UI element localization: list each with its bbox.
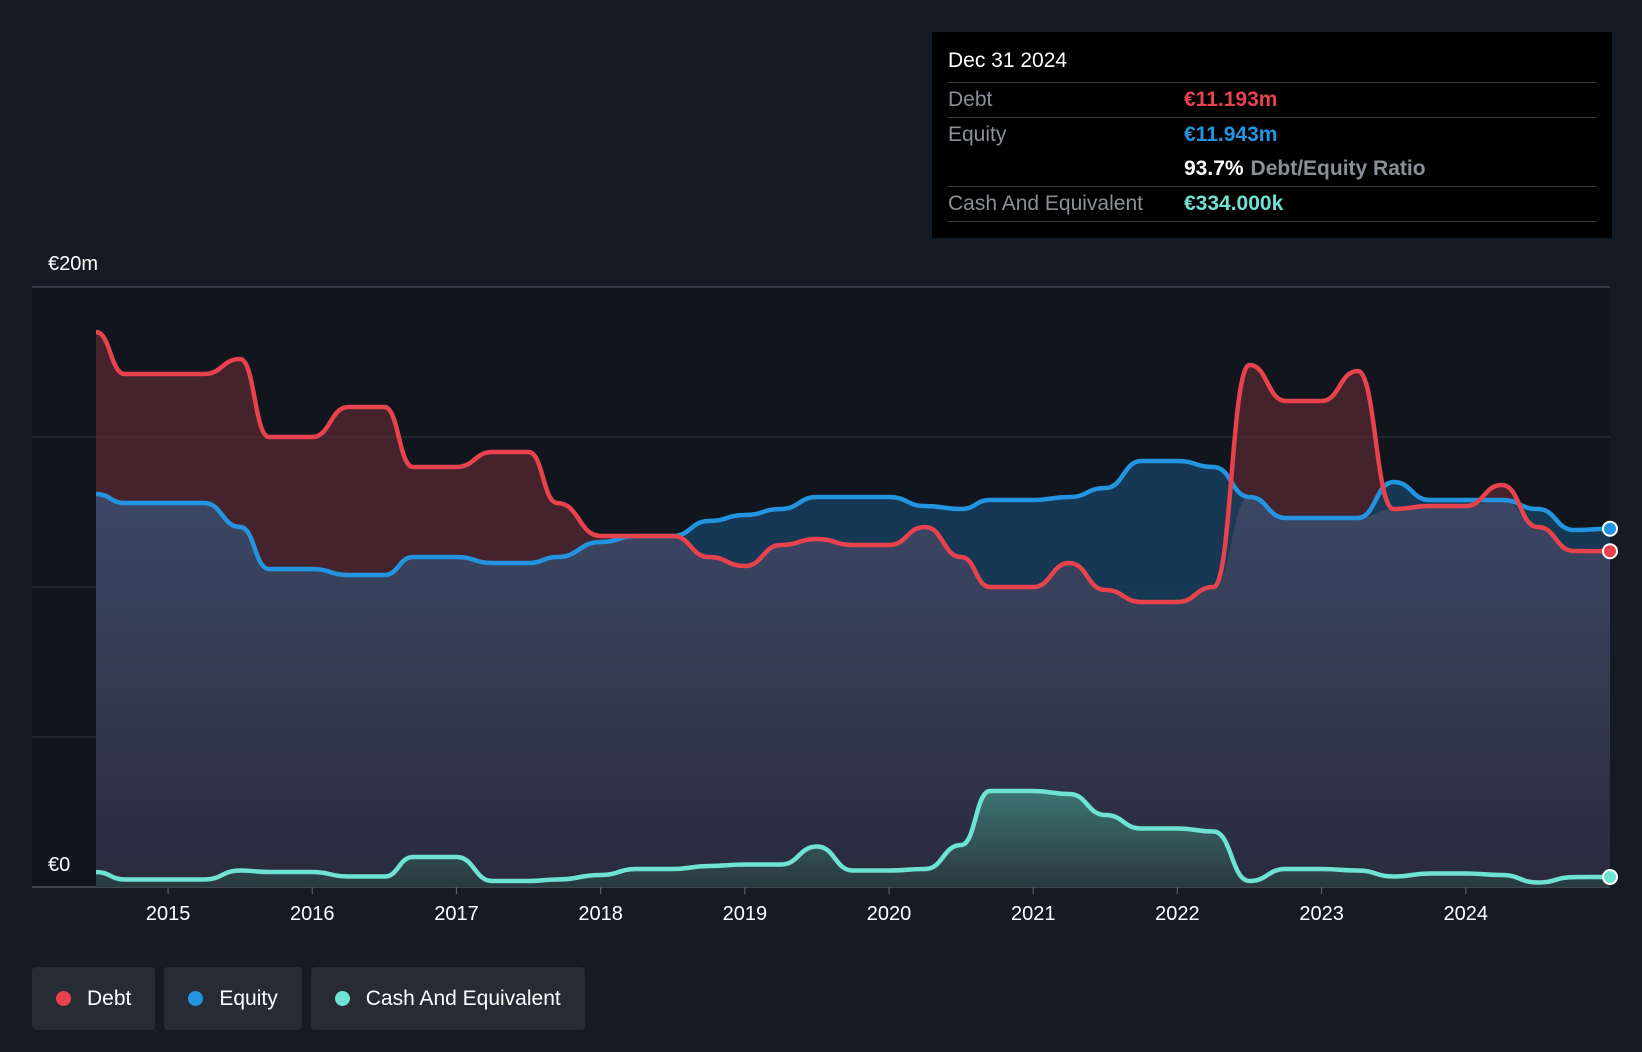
debt-endpoint: [1602, 543, 1618, 560]
cash-endpoint: [1602, 868, 1618, 885]
tooltip-cash-label: Cash And Equivalent: [948, 192, 1143, 215]
legend-debt-label: Debt: [87, 986, 132, 1010]
cash-area: [96, 791, 1610, 887]
tooltip-equity-label: Equity: [948, 123, 1007, 146]
equity-line: [95, 458, 1611, 578]
cash-dot-icon: [334, 991, 350, 1006]
x-tick-label: 2020: [867, 903, 912, 925]
tooltip-ratio-label: Debt/Equity Ratio: [1250, 157, 1426, 180]
tooltip-ratio-row: 93.7% Debt/Equity Ratio: [948, 152, 1596, 186]
equity-endpoint: [1602, 520, 1618, 537]
tooltip-cash-value: €334.000k: [1184, 192, 1284, 215]
legend-item-debt[interactable]: Debt: [32, 967, 156, 1030]
tooltip-equity-row: Equity €11.943m: [948, 117, 1596, 152]
legend-equity-label: Equity: [219, 986, 278, 1010]
tooltip-date: Dec 31 2024: [948, 49, 1068, 72]
tooltip-equity-value: €11.943m: [1184, 123, 1278, 146]
x-tick-label: 2023: [1299, 903, 1344, 925]
y-axis-min-label: €0: [48, 854, 70, 876]
tooltip-cash-row: Cash And Equivalent €334.000k: [948, 186, 1596, 222]
x-tick-label: 2022: [1155, 903, 1200, 925]
x-tick-label: 2021: [1011, 903, 1056, 925]
legend-item-equity[interactable]: Equity: [164, 967, 302, 1030]
y-axis-max-label: €20m: [48, 253, 98, 275]
x-tick-label: 2015: [146, 903, 191, 925]
tooltip-debt-row: Debt €11.193m: [948, 82, 1596, 117]
tooltip-debt-value: €11.193m: [1184, 88, 1278, 111]
legend-item-cash[interactable]: Cash And Equivalent: [310, 967, 585, 1030]
x-tick-label: 2016: [290, 903, 335, 925]
cash-line: [95, 788, 1611, 885]
equity-dot-icon: [188, 991, 204, 1006]
x-tick-label: 2017: [434, 903, 479, 925]
x-tick-label: 2018: [578, 903, 623, 925]
tooltip-ratio-value: 93.7%: [1184, 157, 1244, 180]
legend-cash-label: Cash And Equivalent: [365, 986, 561, 1010]
tooltip-debt-label: Debt: [948, 88, 993, 111]
debt-dot-icon: [56, 991, 71, 1006]
x-tick-label: 2024: [1444, 903, 1489, 925]
overlap-area: [96, 494, 1610, 887]
x-tick-label: 2019: [723, 903, 768, 925]
legend: Debt Equity Cash And Equivalent: [32, 967, 585, 1030]
debt-line: [95, 329, 1611, 605]
tooltip: Dec 31 2024 Debt €11.193m Equity €11.943…: [932, 32, 1612, 238]
